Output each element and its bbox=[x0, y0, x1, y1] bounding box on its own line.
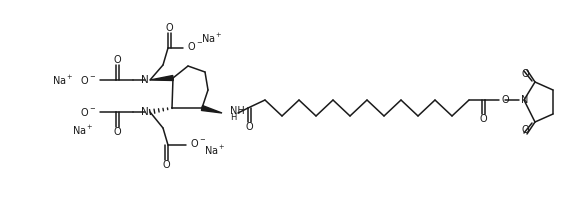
Text: O: O bbox=[521, 69, 529, 79]
Text: O: O bbox=[246, 122, 253, 132]
Text: H: H bbox=[230, 114, 236, 123]
Text: Na$^+$: Na$^+$ bbox=[52, 73, 74, 87]
Text: N: N bbox=[521, 95, 528, 105]
Text: O: O bbox=[162, 160, 170, 170]
Text: Na$^+$: Na$^+$ bbox=[72, 123, 94, 136]
Text: Na$^+$: Na$^+$ bbox=[204, 143, 226, 157]
Text: N: N bbox=[141, 75, 149, 85]
Text: O: O bbox=[502, 95, 510, 105]
Text: O$^-$: O$^-$ bbox=[190, 137, 206, 149]
Text: NH: NH bbox=[230, 106, 245, 116]
Text: O: O bbox=[480, 114, 487, 124]
Text: Na$^+$: Na$^+$ bbox=[201, 31, 222, 44]
Polygon shape bbox=[150, 75, 173, 80]
Text: N: N bbox=[141, 107, 149, 117]
Text: O$^-$: O$^-$ bbox=[187, 40, 203, 52]
Text: O: O bbox=[113, 127, 122, 137]
Polygon shape bbox=[202, 106, 222, 113]
Text: O$^-$: O$^-$ bbox=[80, 74, 96, 86]
Text: O: O bbox=[521, 125, 529, 135]
Text: O$^-$: O$^-$ bbox=[80, 106, 96, 118]
Text: O: O bbox=[113, 55, 122, 65]
Text: O: O bbox=[166, 23, 173, 33]
